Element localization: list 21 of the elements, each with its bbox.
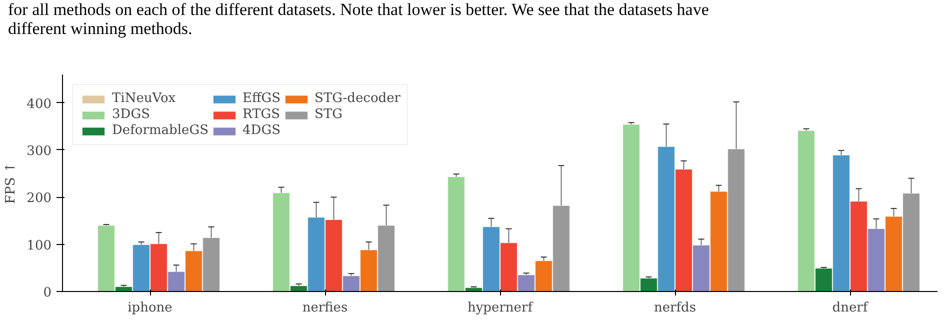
- legend-label: STG: [314, 107, 343, 122]
- y-axis-title: FPS ↑: [4, 162, 19, 204]
- x-tick-label: nerfds: [654, 300, 696, 316]
- x-tick-label: iphone: [128, 300, 173, 316]
- legend-label: 3DGS: [112, 107, 150, 122]
- text: for all methods on each of the different datasets. Note that lower is better. We see that the datasets have: [8, 0, 709, 19]
- legend-label: 4DGS: [242, 123, 280, 138]
- y-tick-label: 300: [26, 144, 52, 159]
- x-tick-label: dnerf: [832, 300, 869, 316]
- y-tick-label: 0: [43, 286, 52, 300]
- text: different winning methods.: [8, 19, 192, 38]
- legend-label: DeformableGS: [112, 123, 209, 138]
- legend-label: TiNeuVox: [112, 91, 176, 106]
- legend-label: RTGS: [242, 107, 280, 122]
- y-tick-label: 100: [26, 238, 52, 254]
- x-tick-label: hypernerf: [467, 300, 534, 316]
- x-tick-label: nerfies: [302, 300, 348, 316]
- legend-label: STG-decoder: [314, 91, 400, 106]
- y-tick-label: 200: [26, 191, 52, 206]
- y-tick-label: 400: [26, 96, 52, 112]
- legend-label: EffGS: [242, 91, 281, 106]
